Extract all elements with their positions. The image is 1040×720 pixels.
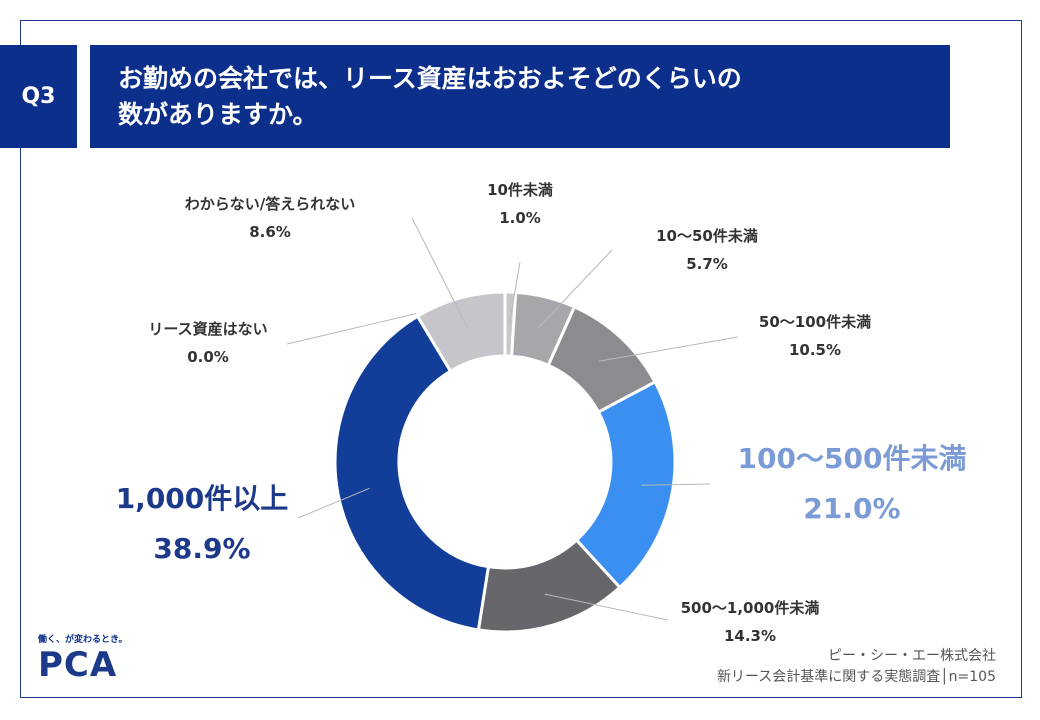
leader-line-no-lease-assets [286,313,417,345]
leader-line-50-100 [599,336,739,362]
label-no-lease-assets: リース資産はない 0.0% [118,315,298,371]
label-value: 0.0% [187,348,229,366]
label-category: わからない/答えられない [184,195,356,213]
question-title-line1: お勤めの会社では、リース資産はおおよそどのくらいの [118,64,742,93]
label-value: 5.7% [686,255,728,273]
slice-over-1000 [333,314,491,632]
label-category: 500〜1,000件未満 [680,599,820,617]
source-note: ピー・シー・エー株式会社 新リース会計基準に関する実態調査│n=105 [717,646,996,688]
question-title-line2: 数がありますか。 [118,100,318,129]
label-500-1000: 500〜1,000件未満 14.3% [655,594,845,650]
logo-wordmark: PCA [38,645,118,685]
label-category: 10件未満 [487,181,553,199]
label-value: 8.6% [249,223,291,241]
label-value: 21.0% [803,492,901,525]
question-title: お勤めの会社では、リース資産はおおよそどのくらいの 数がありますか。 [90,45,950,148]
logo-tagline: 働く、が変わるとき。 [38,635,128,645]
label-category: 10〜50件未満 [656,227,758,245]
label-category: リース資産はない [148,320,268,338]
label-category: 100〜500件未満 [737,442,967,475]
leader-line-10-50 [537,249,613,329]
label-value: 38.9% [153,532,251,565]
pca-logo: 働く、が変わるとき。 PCA [38,632,128,685]
question-badge: Q3 [0,45,77,148]
question-number: Q3 [21,84,56,109]
label-unknown: わからない/答えられない 8.6% [150,190,390,246]
leader-line-over-1000 [297,487,370,519]
label-value: 10.5% [788,341,842,359]
leader-line-500-1000 [544,593,669,621]
label-100-500: 100〜500件未満 21.0% [712,434,992,534]
label-category: 50〜100件未満 [758,313,872,331]
leader-line-under-10 [508,261,521,325]
label-10-50: 10〜50件未満 5.7% [632,222,782,278]
source-company: ピー・シー・エー株式会社 [828,648,996,664]
source-survey: 新リース会計基準に関する実態調査│n=105 [716,669,996,685]
label-over-1000: 1,000件以上 38.9% [92,474,312,574]
label-category: 1,000件以上 [115,482,289,515]
label-value: 14.3% [723,627,777,645]
label-under-10: 10件未満 1.0% [470,176,570,232]
leader-line-unknown [411,217,469,330]
label-50-100: 50〜100件未満 10.5% [735,308,895,364]
leader-line-100-500 [641,483,711,486]
slice-unknown [415,290,507,374]
label-value: 1.0% [499,209,541,227]
